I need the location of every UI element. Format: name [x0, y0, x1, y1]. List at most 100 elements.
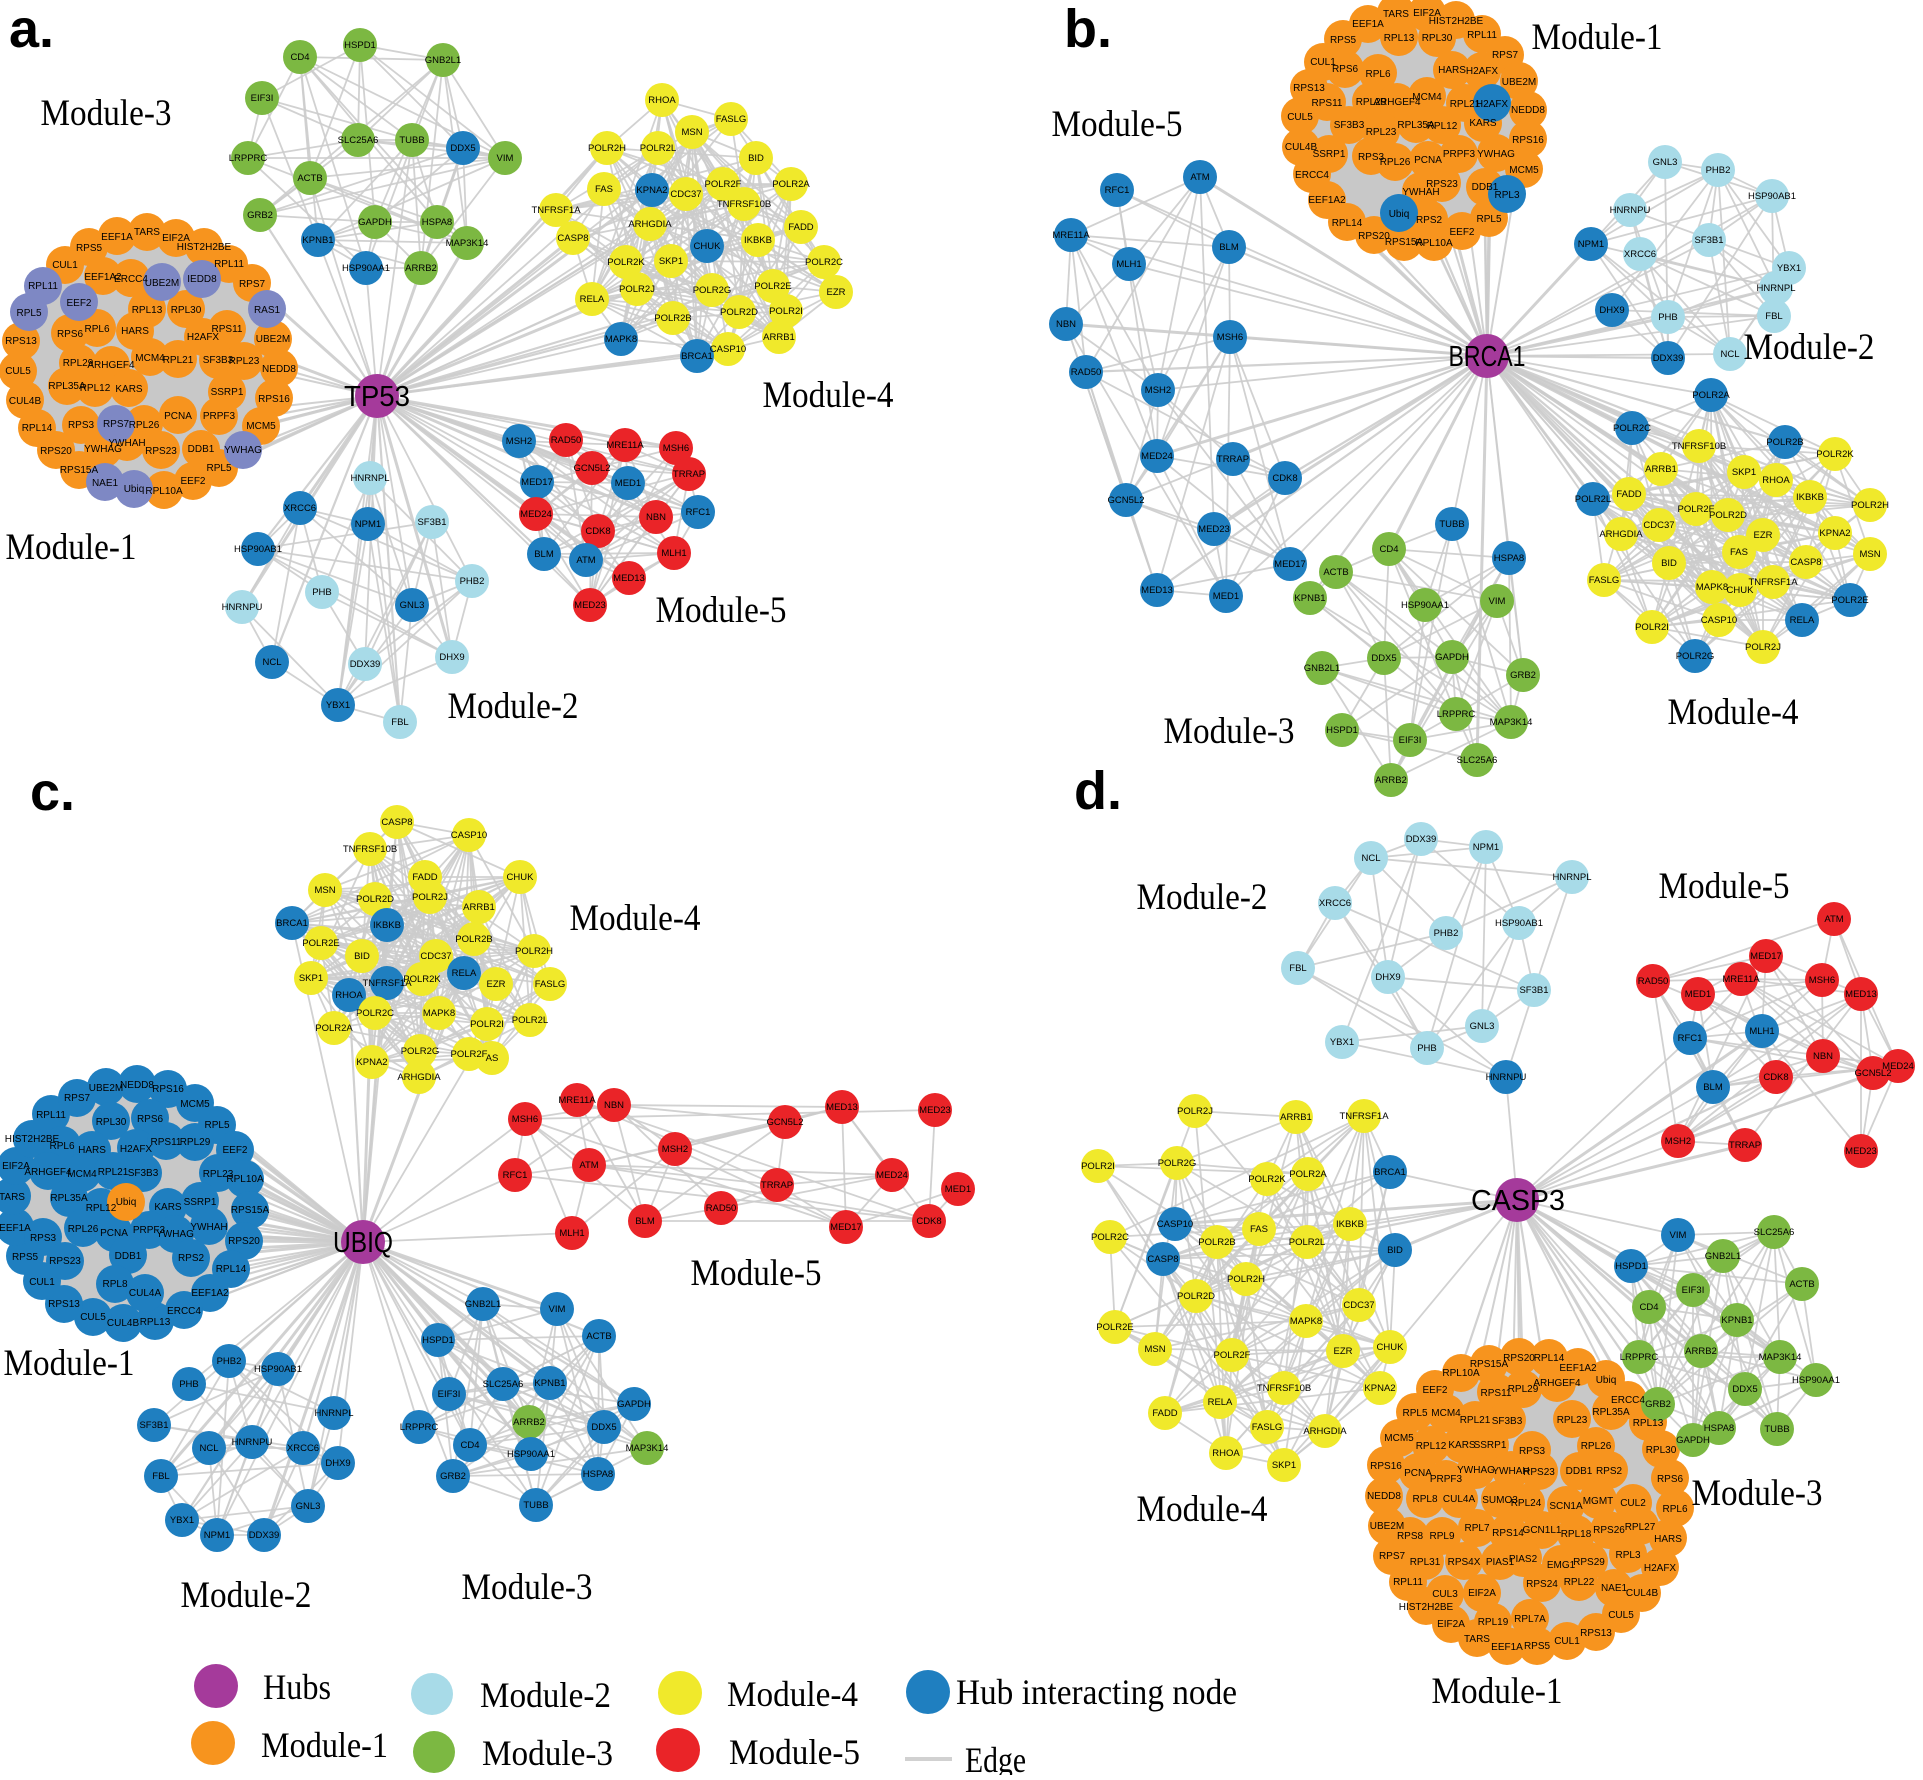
- svg-text:RPL27: RPL27: [1625, 1522, 1656, 1533]
- svg-text:RELA: RELA: [1208, 1397, 1233, 1408]
- svg-text:CDC37: CDC37: [1643, 520, 1674, 531]
- svg-text:POLR2E: POLR2E: [302, 938, 340, 949]
- svg-text:RPL13: RPL13: [1384, 33, 1415, 44]
- svg-text:TRRAP: TRRAP: [673, 469, 705, 480]
- svg-text:KPNA2: KPNA2: [1819, 528, 1850, 539]
- svg-text:TNFRSF10B: TNFRSF10B: [717, 199, 771, 210]
- svg-text:DDB1: DDB1: [1566, 1466, 1593, 1477]
- svg-text:NAE1: NAE1: [92, 478, 119, 489]
- svg-text:RPL23: RPL23: [229, 356, 260, 367]
- svg-text:SF3B3: SF3B3: [1334, 120, 1365, 131]
- svg-text:MLH1: MLH1: [1116, 259, 1141, 270]
- svg-text:RPL26: RPL26: [1380, 157, 1411, 168]
- svg-text:MED1: MED1: [945, 1184, 971, 1195]
- svg-text:CUL4B: CUL4B: [1285, 142, 1318, 153]
- svg-text:RPS23: RPS23: [1523, 1467, 1555, 1478]
- svg-text:RAD50: RAD50: [551, 435, 582, 446]
- svg-text:RPL29: RPL29: [1356, 97, 1387, 108]
- svg-text:MED23: MED23: [574, 600, 606, 611]
- svg-text:RPL35A: RPL35A: [1592, 1407, 1630, 1418]
- svg-text:RPS15A: RPS15A: [60, 465, 99, 476]
- svg-text:KPNA2: KPNA2: [356, 1057, 387, 1068]
- svg-text:MED24: MED24: [1882, 1061, 1914, 1072]
- svg-text:SF3B3: SF3B3: [1492, 1416, 1523, 1427]
- svg-text:RPS5: RPS5: [12, 1252, 39, 1263]
- svg-text:POLR2J: POLR2J: [1745, 642, 1781, 653]
- svg-text:RPS15A: RPS15A: [231, 1205, 270, 1216]
- svg-text:CASP10: CASP10: [1157, 1219, 1193, 1230]
- svg-text:IEDD8: IEDD8: [187, 274, 217, 285]
- svg-text:RAD50: RAD50: [706, 1203, 737, 1214]
- svg-text:ARRB2: ARRB2: [1375, 775, 1407, 786]
- svg-text:CUL5: CUL5: [5, 366, 31, 377]
- svg-text:YBX1: YBX1: [170, 1515, 194, 1526]
- svg-text:RPL35A: RPL35A: [48, 381, 86, 392]
- svg-text:Ubiq: Ubiq: [116, 1197, 137, 1208]
- svg-text:YWHAH: YWHAH: [108, 438, 145, 449]
- svg-text:HARS: HARS: [121, 326, 149, 337]
- svg-text:NEDD8: NEDD8: [262, 364, 296, 375]
- svg-text:ERCC4: ERCC4: [167, 1306, 201, 1317]
- svg-text:POLR2I: POLR2I: [470, 1019, 504, 1030]
- svg-text:SLC25A6: SLC25A6: [338, 135, 379, 146]
- svg-text:ARRB2: ARRB2: [405, 263, 437, 274]
- svg-text:DDX5: DDX5: [1371, 653, 1396, 664]
- svg-text:POLR2F: POLR2F: [451, 1049, 488, 1060]
- svg-text:FASLG: FASLG: [716, 114, 747, 125]
- svg-text:POLR2K: POLR2K: [403, 974, 441, 985]
- svg-text:POLR2K: POLR2K: [607, 257, 645, 268]
- svg-text:YWHAG: YWHAG: [224, 445, 262, 456]
- svg-text:RPL5: RPL5: [16, 308, 41, 319]
- svg-text:Module-4: Module-4: [763, 375, 894, 416]
- svg-text:CD4: CD4: [1639, 1302, 1658, 1313]
- svg-text:YWHAG: YWHAG: [1457, 1465, 1495, 1476]
- svg-text:EIF2A: EIF2A: [162, 233, 190, 244]
- svg-text:FASLG: FASLG: [1252, 1422, 1283, 1433]
- svg-text:POLR2G: POLR2G: [693, 285, 732, 296]
- svg-text:ARHGDIA: ARHGDIA: [1599, 529, 1643, 540]
- svg-text:DHX9: DHX9: [439, 652, 464, 663]
- svg-text:GNB2L1: GNB2L1: [425, 55, 461, 66]
- svg-text:RPL5: RPL5: [1402, 1408, 1427, 1419]
- svg-text:CUL4A: CUL4A: [1443, 1494, 1476, 1505]
- svg-text:EEF1A: EEF1A: [0, 1223, 31, 1234]
- svg-text:CDK8: CDK8: [916, 1216, 941, 1227]
- svg-text:NEDD8: NEDD8: [1511, 105, 1545, 116]
- svg-text:MED13: MED13: [1141, 585, 1173, 596]
- svg-text:RPL10A: RPL10A: [1415, 238, 1453, 249]
- svg-text:FASLG: FASLG: [1589, 575, 1620, 586]
- svg-text:RPS7: RPS7: [64, 1093, 91, 1104]
- svg-text:HSPA8: HSPA8: [422, 217, 452, 228]
- svg-text:POLR2J: POLR2J: [412, 892, 448, 903]
- svg-text:NCL: NCL: [1720, 349, 1739, 360]
- svg-text:EIF2A: EIF2A: [1413, 8, 1441, 19]
- svg-text:TP53: TP53: [344, 381, 410, 413]
- svg-text:DHX9: DHX9: [1599, 305, 1624, 316]
- svg-text:CD4: CD4: [460, 1440, 479, 1451]
- svg-text:BRCA1: BRCA1: [276, 918, 308, 929]
- svg-text:PIAS1: PIAS1: [1486, 1557, 1515, 1568]
- svg-text:HSP90AA1: HSP90AA1: [1401, 600, 1449, 611]
- svg-text:DDX39: DDX39: [1406, 834, 1437, 845]
- svg-text:ARHGDIA: ARHGDIA: [397, 1072, 441, 1083]
- svg-text:POLR2D: POLR2D: [356, 894, 394, 905]
- svg-text:POLR2H: POLR2H: [1851, 500, 1889, 511]
- svg-text:TRRAP: TRRAP: [1729, 1140, 1761, 1151]
- svg-text:EIF2A: EIF2A: [2, 1161, 30, 1172]
- svg-text:a.: a.: [9, 0, 54, 59]
- svg-text:HSPA8: HSPA8: [583, 1469, 613, 1480]
- svg-text:RPS13: RPS13: [1293, 83, 1325, 94]
- svg-text:TARS: TARS: [134, 227, 160, 238]
- svg-text:TNFRSF1A: TNFRSF1A: [362, 978, 412, 989]
- svg-text:RPL19: RPL19: [1478, 1617, 1509, 1628]
- svg-text:YBX1: YBX1: [1330, 1037, 1354, 1048]
- svg-text:KARS: KARS: [1448, 1440, 1476, 1451]
- svg-text:GRB2: GRB2: [440, 1471, 466, 1482]
- svg-text:MAPK8: MAPK8: [605, 334, 637, 345]
- svg-text:ARRB1: ARRB1: [463, 902, 495, 913]
- svg-text:RPS7: RPS7: [1379, 1551, 1406, 1562]
- svg-text:RPS13: RPS13: [5, 336, 37, 347]
- svg-text:Module-2: Module-2: [448, 686, 579, 727]
- svg-text:Module-2: Module-2: [1137, 877, 1268, 918]
- svg-text:PCNA: PCNA: [1414, 155, 1442, 166]
